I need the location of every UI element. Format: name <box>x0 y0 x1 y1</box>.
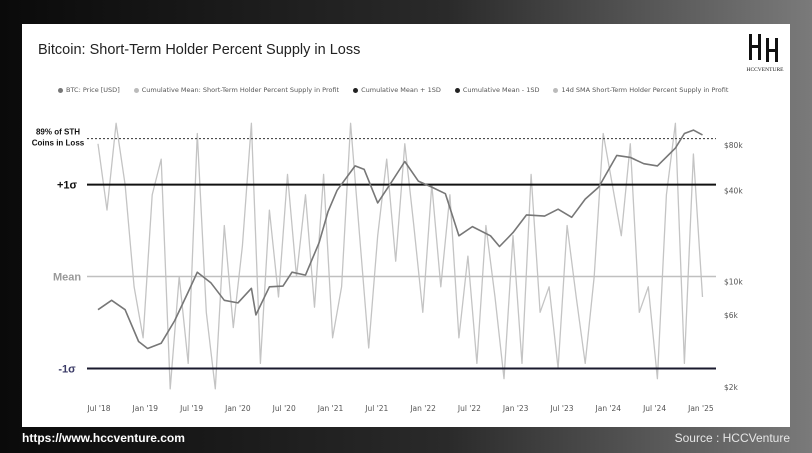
x-tick-label: Jul '21 <box>364 404 388 413</box>
x-tick-label: Jul '19 <box>179 404 203 413</box>
x-tick-label: Jan '21 <box>317 404 344 413</box>
legend-dot-icon <box>58 87 63 93</box>
y-right-tick-label: $80k <box>724 141 743 150</box>
peak-label-line1: 89% of STH <box>36 128 80 137</box>
btc-price-line <box>97 129 703 350</box>
legend-item[interactable]: BTC: Price [USD] <box>58 84 120 96</box>
chart-title: Bitcoin: Short-Term Holder Percent Suppl… <box>38 42 361 58</box>
mean-label: Mean <box>53 272 81 284</box>
x-tick-label: Jan '22 <box>409 404 436 413</box>
y-right-tick-label: $40k <box>724 186 743 195</box>
plus-1sd-label: +1σ <box>57 180 78 192</box>
legend-label: Cumulative Mean - 1SD <box>462 86 540 94</box>
x-tick-label: Jan '24 <box>595 404 622 413</box>
legend-dot-icon <box>454 87 460 93</box>
legend-label: 14d SMA Short-Term Holder Percent Supply… <box>561 86 729 94</box>
peak-label-line2: Coins in Loss <box>32 139 85 148</box>
legend-dot-icon <box>353 87 359 93</box>
x-tick-label: Jan '23 <box>502 404 529 413</box>
footer-url[interactable]: https://www.hccventure.com <box>22 431 185 445</box>
legend-item[interactable]: 14d SMA Short-Term Holder Percent Supply… <box>553 84 728 96</box>
legend-label: BTC: Price [USD] <box>66 86 120 94</box>
legend-item[interactable]: Cumulative Mean + 1SD <box>353 84 441 96</box>
minus-1sd-label: -1σ <box>58 363 76 375</box>
x-tick-label: Jan '20 <box>224 404 251 413</box>
legend-item[interactable]: Cumulative Mean: Short-Term Holder Perce… <box>133 84 340 96</box>
y-right-tick-label: $2k <box>724 383 739 392</box>
legend-label: Cumulative Mean + 1SD <box>361 86 441 94</box>
legend-item[interactable]: Cumulative Mean - 1SD <box>454 84 540 96</box>
x-tick-label: Jan '25 <box>687 404 714 413</box>
x-tick-label: Jul '20 <box>272 404 296 413</box>
legend-label: Cumulative Mean: Short-Term Holder Perce… <box>141 86 340 94</box>
footer-source: Source : HCCVenture <box>674 431 790 445</box>
logo-text: HCCVENTURE <box>747 67 785 73</box>
legend-dot-icon <box>553 87 559 93</box>
y-right-tick-label: $10k <box>724 277 743 286</box>
x-tick-label: Jul '18 <box>86 404 110 413</box>
chart-legend: BTC: Price [USD] Cumulative Mean: Short-T… <box>58 84 780 96</box>
sma-series-line <box>97 122 704 390</box>
hcc-logo: HCCVENTURE <box>747 34 785 73</box>
x-tick-label: Jan '19 <box>132 404 159 413</box>
x-tick-label: Jul '23 <box>549 404 573 413</box>
x-tick-label: Jul '24 <box>642 404 666 413</box>
y-right-tick-label: $6k <box>724 311 739 320</box>
x-tick-label: Jul '22 <box>457 404 481 413</box>
legend-dot-icon <box>133 87 139 93</box>
